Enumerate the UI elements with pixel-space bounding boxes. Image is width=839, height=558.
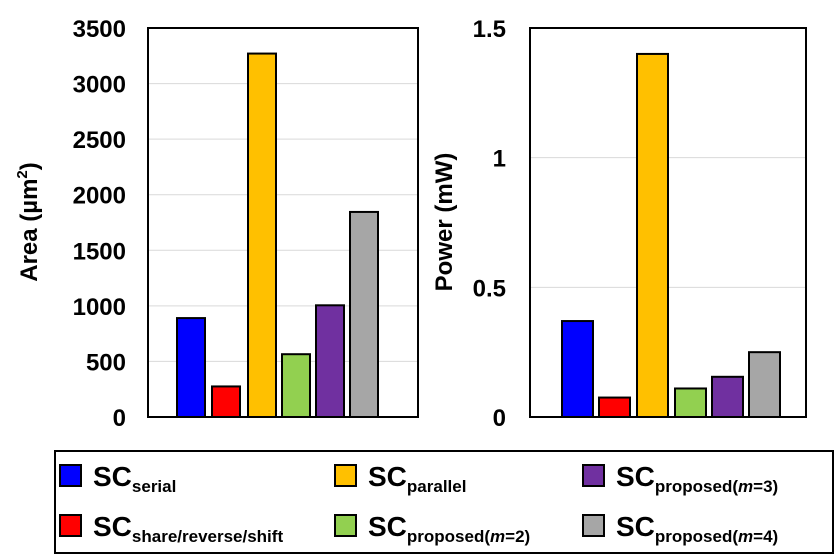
power-plot-frame — [529, 27, 807, 418]
area-bar-share — [211, 385, 241, 418]
legend-item-parallel: SCparallel — [334, 461, 466, 496]
area-y-tick-label: 2500 — [73, 127, 126, 154]
power-y-ticks: 0 0.5 1 1.5 — [473, 16, 506, 432]
power-y-tick-label: 0.5 — [473, 275, 506, 302]
power-bar-parallel — [636, 52, 669, 419]
area-chart: 0 500 1000 1500 2000 2500 3000 3500 Area (µm2) — [14, 16, 419, 432]
area-y-tick-label: 1500 — [73, 238, 126, 265]
legend-item-serial: SCserial — [59, 461, 176, 496]
power-chart: 0 0.5 1 1.5 Power (mW) — [431, 16, 807, 432]
legend-label-parallel: SCparallel — [368, 461, 466, 496]
area-y-ticks: 0 500 1000 1500 2000 2500 3000 3500 — [73, 16, 126, 432]
area-bar-parallel — [247, 52, 277, 418]
power-y-tick-label: 0 — [493, 405, 506, 432]
legend-item-proposed4: SCproposed(m=4) — [582, 511, 778, 546]
legend-swatch-proposed2 — [334, 514, 357, 537]
area-bar-serial — [176, 317, 206, 418]
legend-swatch-share — [59, 514, 82, 537]
power-bar-proposed3 — [711, 375, 744, 419]
area-y-tick-label: 3000 — [73, 72, 126, 99]
legend-swatch-proposed3 — [582, 464, 605, 487]
power-bar-share — [598, 396, 631, 418]
power-bars — [561, 52, 781, 419]
legend-item-proposed2: SCproposed(m=2) — [334, 511, 530, 546]
legend-swatch-parallel — [334, 464, 357, 487]
area-y-tick-label: 500 — [86, 349, 126, 376]
area-y-axis-label-close: ) — [16, 162, 43, 170]
area-y-tick-label: 0 — [113, 405, 126, 432]
area-bar-proposed2 — [281, 353, 311, 418]
area-y-axis-label-sup: 2 — [14, 170, 31, 178]
legend-item-share: SCshare/reverse/shift — [59, 511, 283, 546]
legend-label-proposed2: SCproposed(m=2) — [368, 511, 530, 546]
legend-item-proposed3: SCproposed(m=3) — [582, 461, 778, 496]
legend-swatch-serial — [59, 464, 82, 487]
legend: SCserial SCparallel SCproposed(m=3) SCshare… — [54, 450, 834, 554]
area-y-axis-label-main: Area (µm — [16, 179, 43, 282]
legend-label-proposed4: SCproposed(m=4) — [616, 511, 778, 546]
legend-label-proposed3: SCproposed(m=3) — [616, 461, 778, 496]
area-y-tick-label: 2000 — [73, 183, 126, 210]
area-plot-frame — [147, 27, 419, 418]
area-bars — [176, 52, 379, 418]
power-bar-serial — [561, 320, 594, 418]
legend-swatch-proposed4 — [582, 514, 605, 537]
power-bar-proposed2 — [674, 387, 707, 418]
area-y-tick-label: 1000 — [73, 294, 126, 321]
power-bar-proposed4 — [748, 351, 781, 418]
legend-label-share: SCshare/reverse/shift — [93, 511, 283, 546]
legend-label-serial: SCserial — [93, 461, 176, 496]
legend-frame — [54, 450, 834, 554]
area-y-axis-label: Area (µm2) — [14, 162, 43, 282]
power-y-axis-label: Power (mW) — [431, 153, 458, 292]
power-y-tick-label: 1.5 — [473, 16, 506, 43]
power-y-tick-label: 1 — [493, 146, 506, 173]
area-bar-proposed4 — [349, 210, 379, 418]
area-y-tick-label: 3500 — [73, 16, 126, 43]
area-bar-proposed3 — [315, 304, 345, 418]
